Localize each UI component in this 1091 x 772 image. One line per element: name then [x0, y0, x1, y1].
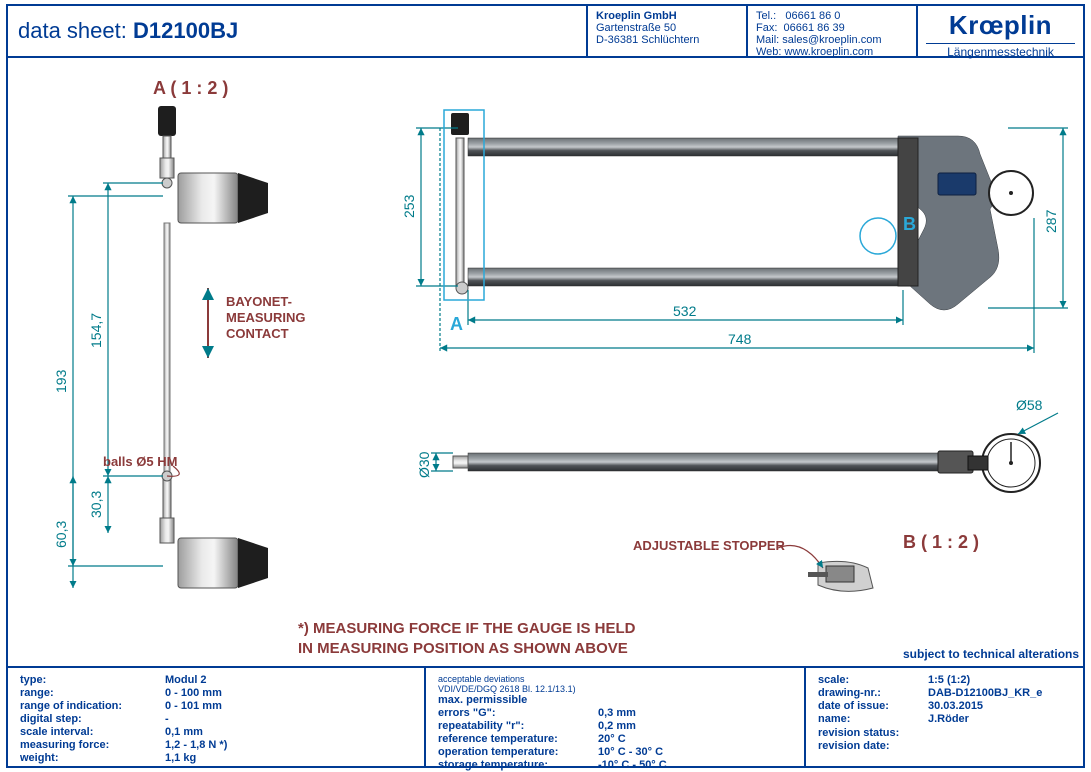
bayonet-line2: MEASURING	[226, 310, 305, 325]
spec-key: name:	[818, 713, 928, 725]
dim-287: 287	[1043, 209, 1059, 233]
dim-532: 532	[673, 303, 697, 319]
company-street: Gartenstraße 50	[596, 22, 738, 34]
spec-value: 0 - 100 mm	[165, 687, 222, 699]
tel-label: Tel.:	[756, 10, 776, 22]
spec-value: J.Röder	[928, 713, 969, 725]
spec-value: DAB-D12100BJ_KR_e	[928, 687, 1042, 699]
mail-label: Mail:	[756, 34, 779, 46]
brand-block: Krœplin Längenmesstechnik	[918, 6, 1083, 56]
company-contact: Tel.: 06661 86 0 Fax: 06661 86 39 Mail: …	[748, 6, 918, 56]
dim-60-3: 60,3	[53, 521, 69, 548]
spec-key: digital step:	[20, 713, 165, 725]
company-address: Kroeplin GmbH Gartenstraße 50 D-36381 Sc…	[588, 6, 748, 56]
spec-value: 1,2 - 1,8 N *)	[165, 739, 227, 751]
spec-key: repeatability "r":	[438, 720, 598, 732]
company-city: D-36381 Schlüchtern	[596, 34, 738, 46]
balls-label: balls Ø5 HM	[103, 454, 177, 469]
spec-key: revision status:	[818, 727, 928, 739]
spec-value: 0,2 mm	[598, 720, 636, 732]
spec-value: 1:5 (1:2)	[928, 674, 970, 686]
spec-value: Modul 2	[165, 674, 207, 686]
detail-b-title: B ( 1 : 2 )	[903, 532, 979, 552]
spec-key: scale interval:	[20, 726, 165, 738]
main-side-view: 253 287 532 748 A	[401, 110, 1068, 353]
web-label: Web:	[756, 46, 781, 58]
dim-193: 193	[53, 369, 69, 393]
dim-d30: Ø30	[416, 451, 432, 478]
tel-value: 06661 86 0	[785, 10, 840, 22]
fax-label: Fax:	[756, 22, 777, 34]
spec-key: date of issue:	[818, 700, 928, 712]
deviations-note: acceptable deviationsVDI/VDE/DGQ 2618 Bl…	[438, 674, 792, 694]
force-note-1: *) MEASURING FORCE IF THE GAUGE IS HELD	[298, 620, 636, 637]
top-view: Ø30 Ø58	[416, 397, 1058, 492]
web-value: www.kroeplin.com	[785, 46, 874, 58]
spec-key: range:	[20, 687, 165, 699]
dim-30-3: 30,3	[88, 491, 104, 518]
footer-specs: type:Modul 2range:0 - 100 mmrange of ind…	[8, 666, 1083, 766]
product-id: D12100BJ	[133, 18, 238, 43]
detail-b-label: B	[903, 214, 916, 234]
spec-key: range of indication:	[20, 700, 165, 712]
technical-drawing: A ( 1 : 2 )	[8, 58, 1083, 666]
spec-key: measuring force:	[20, 739, 165, 751]
detail-b-view: B ( 1 : 2 ) ADJUSTABLE STOPPER	[633, 532, 979, 591]
dim-253: 253	[401, 194, 417, 218]
spec-value: -	[165, 713, 169, 725]
force-note-2: IN MEASURING POSITION AS SHOWN ABOVE	[298, 640, 628, 657]
spec-value: 20° C	[598, 733, 626, 745]
section-a-view: A ( 1 : 2 )	[53, 78, 305, 588]
header-row: data sheet: D12100BJ Kroeplin GmbH Garte…	[8, 6, 1083, 58]
drawing-area: A ( 1 : 2 )	[8, 58, 1083, 666]
bayonet-line3: CONTACT	[226, 326, 289, 341]
brand-tagline: Längenmesstechnik	[926, 43, 1075, 59]
spec-key: scale:	[818, 674, 928, 686]
dim-748: 748	[728, 331, 752, 347]
spec-value: 10° C - 30° C	[598, 746, 663, 758]
detail-a-label: A	[450, 314, 463, 334]
header-title: data sheet: D12100BJ	[8, 6, 588, 56]
brand-logo: Krœplin	[926, 10, 1075, 41]
stopper-label: ADJUSTABLE STOPPER	[633, 538, 786, 553]
spec-key: type:	[20, 674, 165, 686]
dim-d58: Ø58	[1016, 397, 1043, 413]
spec-value: 0 - 101 mm	[165, 700, 222, 712]
title-prefix: data sheet:	[18, 18, 127, 43]
spec-key: revision date:	[818, 740, 928, 752]
fax-value: 06661 86 39	[784, 22, 845, 34]
spec-key: errors "G":	[438, 707, 598, 719]
specs-col-3: scale:1:5 (1:2)drawing-nr.:DAB-D12100BJ_…	[806, 668, 1083, 766]
spec-value: 30.03.2015	[928, 700, 983, 712]
spec-value: 0,1 mm	[165, 726, 203, 738]
spec-key: max. permissible	[438, 694, 598, 706]
spec-value: 1,1 kg	[165, 752, 196, 764]
spec-value: 0,3 mm	[598, 707, 636, 719]
spec-value: -10° C - 50° C	[598, 759, 667, 771]
spec-key: drawing-nr.:	[818, 687, 928, 699]
spec-key: weight:	[20, 752, 165, 764]
spec-key: operation temperature:	[438, 746, 598, 758]
datasheet-frame: data sheet: D12100BJ Kroeplin GmbH Garte…	[6, 4, 1085, 768]
specs-col-2: acceptable deviationsVDI/VDE/DGQ 2618 Bl…	[426, 668, 806, 766]
subject-note: subject to technical alterations	[903, 647, 1079, 661]
spec-key: storage temperature:	[438, 759, 598, 771]
mail-value: sales@kroeplin.com	[782, 34, 881, 46]
specs-col-1: type:Modul 2range:0 - 100 mmrange of ind…	[8, 668, 426, 766]
section-a-label: A ( 1 : 2 )	[153, 78, 228, 98]
company-name: Kroeplin GmbH	[596, 10, 738, 22]
dim-154-7: 154,7	[88, 313, 104, 348]
bayonet-line1: BAYONET-	[226, 294, 292, 309]
spec-key: reference temperature:	[438, 733, 598, 745]
